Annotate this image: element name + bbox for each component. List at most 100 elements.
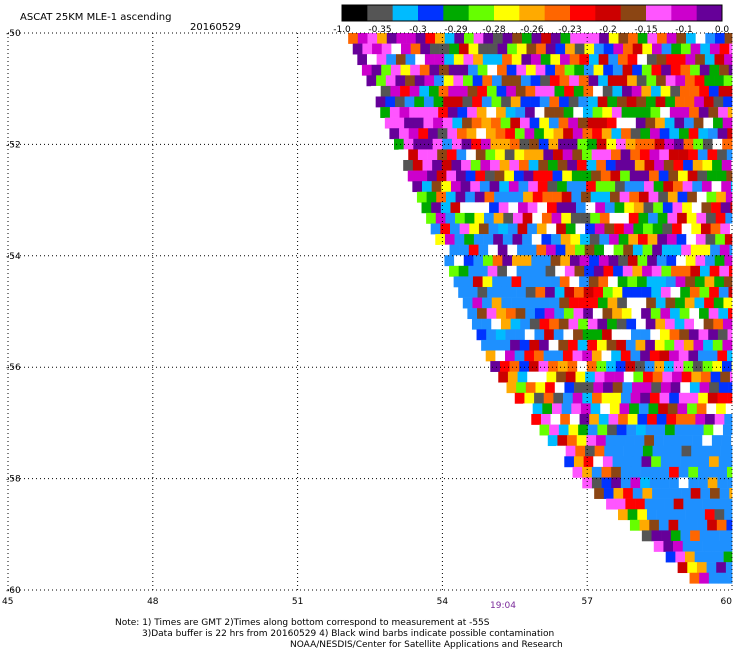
swath-cell	[637, 509, 648, 521]
swath-cell	[375, 96, 386, 108]
swath-cell	[455, 191, 466, 203]
swath-cell	[549, 424, 560, 436]
swath-cell	[531, 33, 542, 44]
swath-cell	[597, 424, 608, 436]
swath-cell	[618, 509, 628, 521]
swath-cell	[506, 64, 517, 76]
swath-cell	[712, 138, 723, 150]
swath-cell	[731, 540, 733, 552]
swath-cell	[646, 509, 657, 521]
swath-cell	[605, 435, 616, 447]
swath-cell	[541, 33, 552, 44]
swath-cell	[527, 202, 538, 214]
swath-cell	[603, 286, 613, 298]
swath-cell	[610, 149, 621, 161]
swath-cell	[566, 202, 577, 214]
swath-cell	[414, 75, 425, 87]
swath-cell	[509, 361, 520, 372]
swath-cell	[722, 117, 733, 129]
swath-cell	[543, 392, 554, 404]
swath-cell	[616, 424, 627, 436]
swath-cell	[661, 265, 672, 277]
swath-cell	[520, 75, 531, 87]
swath-cell	[705, 33, 716, 44]
swath-cell	[472, 96, 483, 108]
swath-cell	[659, 329, 670, 341]
swath-cell	[582, 107, 593, 118]
swath-cell	[685, 413, 696, 425]
swath-cell	[613, 265, 624, 277]
swath-cell	[665, 318, 675, 330]
swath-cell	[637, 54, 648, 66]
swath-cell	[725, 562, 733, 574]
swath-cell	[573, 85, 584, 97]
swath-cell	[484, 170, 495, 182]
swath-cell	[476, 329, 487, 341]
swath-cell	[727, 107, 733, 118]
swath-cell	[445, 191, 456, 203]
swath-cell	[532, 403, 543, 415]
swath-cell	[679, 329, 690, 341]
swath-cell	[707, 170, 717, 182]
swath-cell	[558, 318, 569, 330]
swath-cell	[684, 318, 695, 330]
swath-cell	[535, 382, 546, 394]
swath-cell	[490, 339, 501, 351]
swath-cell	[646, 75, 657, 87]
swath-cell	[486, 308, 497, 320]
swath-cell	[709, 530, 720, 542]
swath-cell	[418, 128, 429, 140]
swath-cell	[506, 382, 517, 394]
swath-cell	[352, 43, 363, 55]
swath-cell	[619, 212, 630, 224]
swath-cell	[570, 234, 581, 245]
swath-cell	[505, 308, 516, 320]
swath-cell	[658, 519, 669, 531]
swath-cell	[366, 75, 377, 87]
swath-cell	[699, 85, 710, 97]
swath-cell	[539, 96, 550, 108]
swath-cell	[658, 403, 669, 415]
swath-cell	[667, 212, 678, 224]
swath-cell	[489, 202, 500, 214]
swath-cell	[491, 318, 502, 330]
swath-cell	[720, 445, 731, 457]
swath-cell	[695, 33, 706, 44]
swath-cell	[679, 107, 690, 118]
swath-cell	[718, 308, 729, 320]
swath-cell	[386, 54, 397, 66]
swath-cell	[623, 445, 634, 457]
swath-cell	[583, 456, 594, 468]
swath-cell	[536, 223, 547, 235]
swath-cell	[521, 54, 532, 66]
swath-cell	[551, 212, 562, 224]
swath-cell	[680, 43, 691, 55]
swath-cell	[548, 138, 559, 150]
legend-label: -0.23	[558, 25, 581, 35]
swath-cell	[714, 54, 725, 66]
swath-cell	[699, 572, 710, 584]
swath-cell	[500, 339, 511, 351]
swath-cell	[555, 244, 566, 256]
swath-cell	[418, 107, 429, 118]
swath-cell	[469, 202, 480, 214]
swath-cell	[622, 286, 633, 298]
swath-cell	[606, 361, 617, 372]
swath-cell	[544, 308, 555, 320]
swath-cell	[645, 96, 656, 108]
swath-cell	[608, 413, 619, 425]
swath-cell	[642, 445, 653, 457]
swath-cell	[550, 276, 561, 288]
swath-cell	[649, 477, 660, 489]
swath-cell	[681, 445, 692, 457]
swath-cell	[524, 392, 535, 404]
swath-cell	[611, 477, 622, 489]
swath-cell	[621, 128, 632, 140]
swath-cell	[526, 43, 537, 55]
swath-cell	[640, 329, 651, 341]
swath-cell	[572, 350, 583, 362]
swath-cell	[553, 392, 564, 404]
swath-cell	[703, 318, 714, 330]
legend-swatch	[544, 5, 571, 21]
swath-cell	[666, 413, 677, 425]
